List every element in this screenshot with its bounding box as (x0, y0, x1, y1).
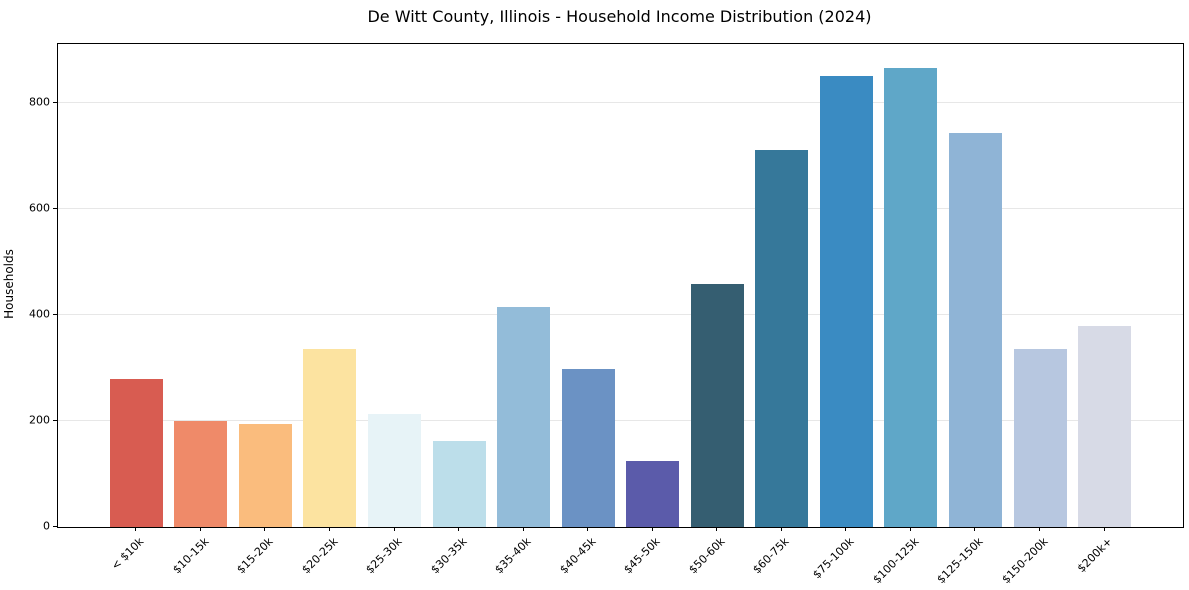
chart-title: De Witt County, Illinois - Household Inc… (367, 7, 872, 26)
x-tick-label-5: $30-35k (427, 535, 470, 577)
bar-11 (819, 75, 873, 527)
plot-area (57, 43, 1184, 528)
y-tick-label-800: 800 (29, 95, 50, 109)
x-tick-label-14: $150-200k (999, 535, 1051, 587)
x-tick-label-0: < $10k (108, 535, 147, 573)
y-tick-mark-400 (53, 314, 57, 316)
gridline-400 (58, 314, 1183, 316)
bar-7 (561, 369, 615, 527)
x-tick-mark-9 (716, 527, 718, 531)
x-tick-label-12: $100-125k (869, 535, 922, 587)
x-tick-mark-7 (587, 527, 589, 531)
x-tick-mark-6 (522, 527, 524, 531)
x-tick-label-11: $75-100k (810, 535, 857, 582)
x-tick-mark-5 (458, 527, 460, 531)
x-tick-label-6: $35-40k (492, 535, 534, 577)
y-tick-label-0: 0 (43, 519, 50, 533)
bar-6 (497, 306, 551, 527)
y-tick-label-600: 600 (29, 201, 50, 215)
y-tick-mark-200 (53, 420, 57, 422)
bar-13 (948, 132, 1002, 527)
bar-1 (174, 420, 228, 527)
y-tick-label-400: 400 (29, 307, 50, 321)
x-tick-label-7: $40-45k (557, 535, 599, 577)
y-tick-mark-0 (53, 526, 57, 527)
x-tick-label-8: $45-50k (621, 535, 663, 577)
bar-10 (755, 149, 809, 527)
x-tick-label-3: $20-25k (298, 535, 341, 577)
gridline-800 (58, 102, 1183, 104)
x-tick-label-2: $15-20k (234, 535, 276, 577)
y-tick-mark-600 (53, 208, 57, 210)
x-tick-label-13: $125-150k (934, 535, 986, 587)
bar-14 (1013, 349, 1067, 527)
x-tick-mark-13 (974, 527, 976, 531)
x-tick-label-15: $200k+ (1074, 535, 1115, 576)
x-tick-label-10: $60-75k (750, 535, 792, 577)
x-tick-mark-4 (393, 527, 395, 531)
gridline-600 (58, 208, 1183, 210)
x-tick-mark-10 (780, 527, 782, 531)
x-tick-mark-11 (845, 527, 847, 531)
x-tick-label-1: $10-15k (169, 535, 212, 577)
bar-15 (1078, 325, 1132, 527)
y-tick-label-200: 200 (29, 413, 50, 427)
x-tick-mark-3 (328, 527, 330, 531)
bar-0 (109, 378, 163, 527)
bar-9 (690, 283, 744, 527)
x-tick-mark-12 (909, 527, 911, 531)
bar-3 (303, 348, 357, 527)
x-tick-mark-14 (1039, 527, 1040, 531)
bar-2 (238, 423, 292, 527)
bar-5 (432, 440, 486, 527)
bar-8 (626, 461, 680, 527)
x-tick-label-9: $50-60k (686, 535, 728, 577)
gridline-200 (58, 420, 1183, 422)
bar-4 (368, 413, 421, 527)
y-tick-mark-800 (53, 102, 57, 104)
x-tick-label-4: $25-30k (363, 535, 405, 577)
x-tick-mark-15 (1103, 527, 1105, 531)
x-tick-mark-8 (651, 527, 653, 531)
x-tick-mark-1 (199, 527, 201, 531)
x-tick-mark-0 (135, 527, 137, 531)
x-tick-mark-2 (264, 527, 266, 531)
bar-12 (884, 68, 938, 527)
